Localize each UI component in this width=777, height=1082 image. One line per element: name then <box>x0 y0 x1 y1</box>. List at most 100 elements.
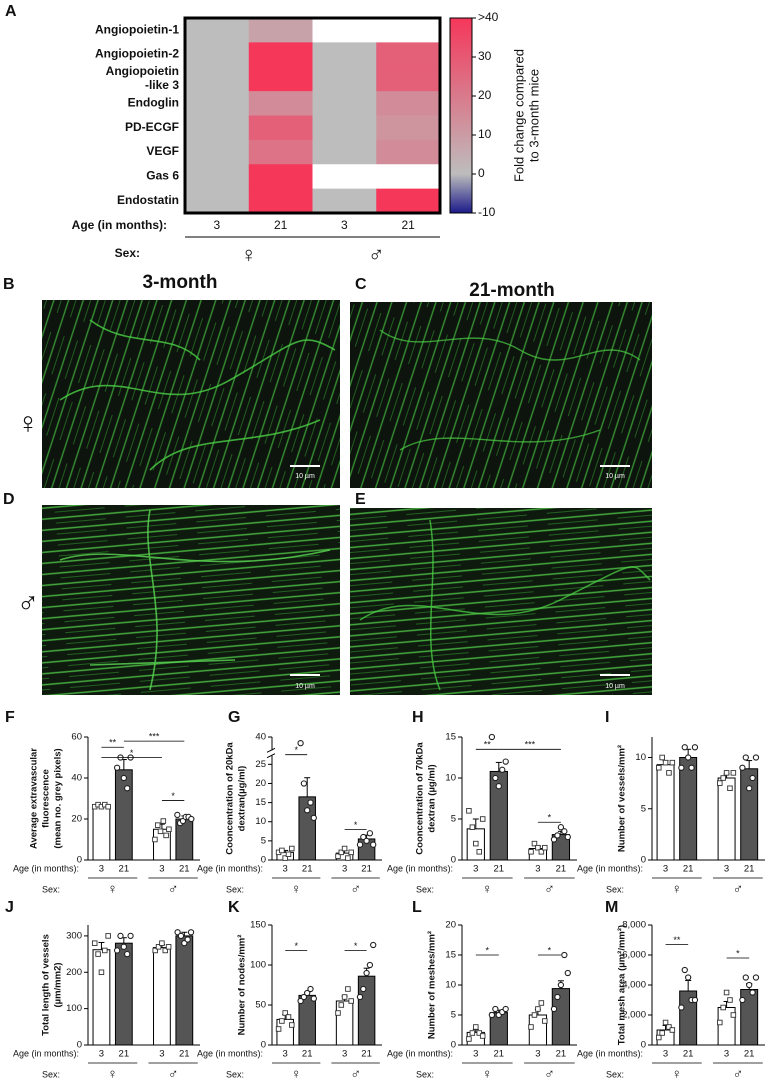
column-label: 21 <box>401 218 415 232</box>
data-point <box>528 1024 534 1030</box>
row-label: Gas 6 <box>146 169 179 183</box>
heatmap-cell <box>312 91 377 116</box>
axis-break <box>266 753 276 759</box>
micrograph: 10 µm <box>42 505 340 695</box>
data-point <box>499 766 506 773</box>
group-label: ♂ <box>368 242 385 267</box>
scale-bar-label: 10 µm <box>295 473 315 480</box>
data-point <box>360 833 367 841</box>
data-point <box>656 765 662 771</box>
column-label: 3 <box>214 218 221 232</box>
data-point <box>678 764 685 771</box>
data-point <box>297 740 304 747</box>
x-tick-label: 3 <box>535 1049 540 1060</box>
x-axis-label: Age (in months): <box>197 1048 263 1058</box>
data-point <box>356 993 364 1001</box>
data-point <box>557 981 565 989</box>
row-label: Angiopoietin <box>106 64 179 78</box>
x-axis-label: Age (in months): <box>13 863 79 873</box>
data-point <box>473 1024 479 1030</box>
data-point <box>469 824 476 830</box>
heatmap-cell <box>376 188 441 214</box>
bar <box>656 764 675 861</box>
data-point <box>120 943 127 950</box>
heatmap-cell <box>312 66 377 92</box>
colorbar <box>449 17 473 214</box>
data-point <box>279 1018 285 1024</box>
heatmap-cell <box>376 91 441 116</box>
x-tick-label: 3 <box>283 864 288 875</box>
data-point <box>685 754 692 761</box>
significance-label: ** <box>109 738 117 748</box>
row-label: PD-ECGF <box>125 120 179 134</box>
y-tick-label: 0 <box>641 855 646 866</box>
y-tick-label: 150 <box>250 920 266 931</box>
group-axis-label: Sex: <box>226 884 244 894</box>
data-point <box>282 1010 288 1016</box>
x-axis-label: Age (in months): <box>197 863 263 873</box>
heatmap-cell <box>185 66 250 92</box>
data-point <box>366 961 374 969</box>
heatmap-cell <box>248 91 313 116</box>
x-tick-label: 21 <box>556 864 567 875</box>
data-point <box>341 845 348 852</box>
colorbar-label: Fold change compared <box>511 49 526 182</box>
y-axis-label: Total length of vessels <box>41 934 52 1036</box>
y-tick-label: 10 <box>255 816 266 827</box>
data-point <box>338 1002 345 1008</box>
heatmap-cell <box>248 139 313 165</box>
bar <box>114 769 133 861</box>
data-point <box>538 1000 545 1006</box>
data-point <box>739 996 746 1004</box>
y-tick-label: 300 <box>66 930 82 941</box>
significance-label: * <box>548 945 552 955</box>
data-point <box>688 764 695 771</box>
group-axis-label: Sex: <box>416 884 434 894</box>
data-point <box>91 940 98 946</box>
scale-bar-label: 10 µm <box>295 683 315 690</box>
data-point <box>476 849 483 855</box>
x-tick-label: 3 <box>724 1049 729 1060</box>
heatmap-cell <box>185 139 250 165</box>
group-label: ♀ <box>107 881 118 897</box>
heatmap-cell <box>248 42 313 68</box>
heatmap-cell <box>185 18 250 43</box>
colorbar-tick-label: -10 <box>478 205 496 219</box>
y-tick-label: 100 <box>66 1003 82 1014</box>
data-point <box>348 998 354 1004</box>
axis-break <box>266 747 276 753</box>
data-point <box>723 770 730 776</box>
y-tick-label: 4,000 <box>622 980 646 991</box>
y-tick-label: 2,000 <box>622 1010 646 1021</box>
group-label: ♂ <box>544 881 555 897</box>
data-point <box>538 849 545 855</box>
y-tick-label: 5 <box>641 803 646 814</box>
data-point <box>542 844 548 851</box>
heatmap-cell <box>248 18 313 43</box>
y-tick-label: 15 <box>445 950 456 961</box>
heatmap-cell <box>185 115 250 141</box>
x-tick-label: 21 <box>119 864 130 875</box>
data-point <box>473 840 479 847</box>
group-label: ♂ <box>350 1066 361 1082</box>
data-point <box>717 1019 723 1026</box>
group-axis-label: Sex: <box>416 1069 434 1079</box>
row-label: VEGF <box>146 144 179 158</box>
x-tick-label: 21 <box>494 1049 505 1060</box>
data-point <box>160 818 167 824</box>
group-label: ♀ <box>482 881 493 897</box>
data-point <box>370 841 377 848</box>
data-point <box>105 803 111 810</box>
y-tick-label: 15 <box>255 797 266 808</box>
micrograph: 10 µm <box>350 302 652 488</box>
x-tick-label: 3 <box>473 1049 478 1060</box>
data-point <box>152 836 158 843</box>
x-tick-label: 21 <box>744 864 755 875</box>
y-axis-label: Average extravascular <box>29 748 40 849</box>
x-axis-label: Age (in months): <box>387 863 453 873</box>
x-tick-label: 21 <box>361 1049 372 1060</box>
data-point <box>531 840 538 847</box>
heatmap-cell <box>248 66 313 92</box>
data-point <box>554 832 561 839</box>
bar <box>92 806 111 861</box>
